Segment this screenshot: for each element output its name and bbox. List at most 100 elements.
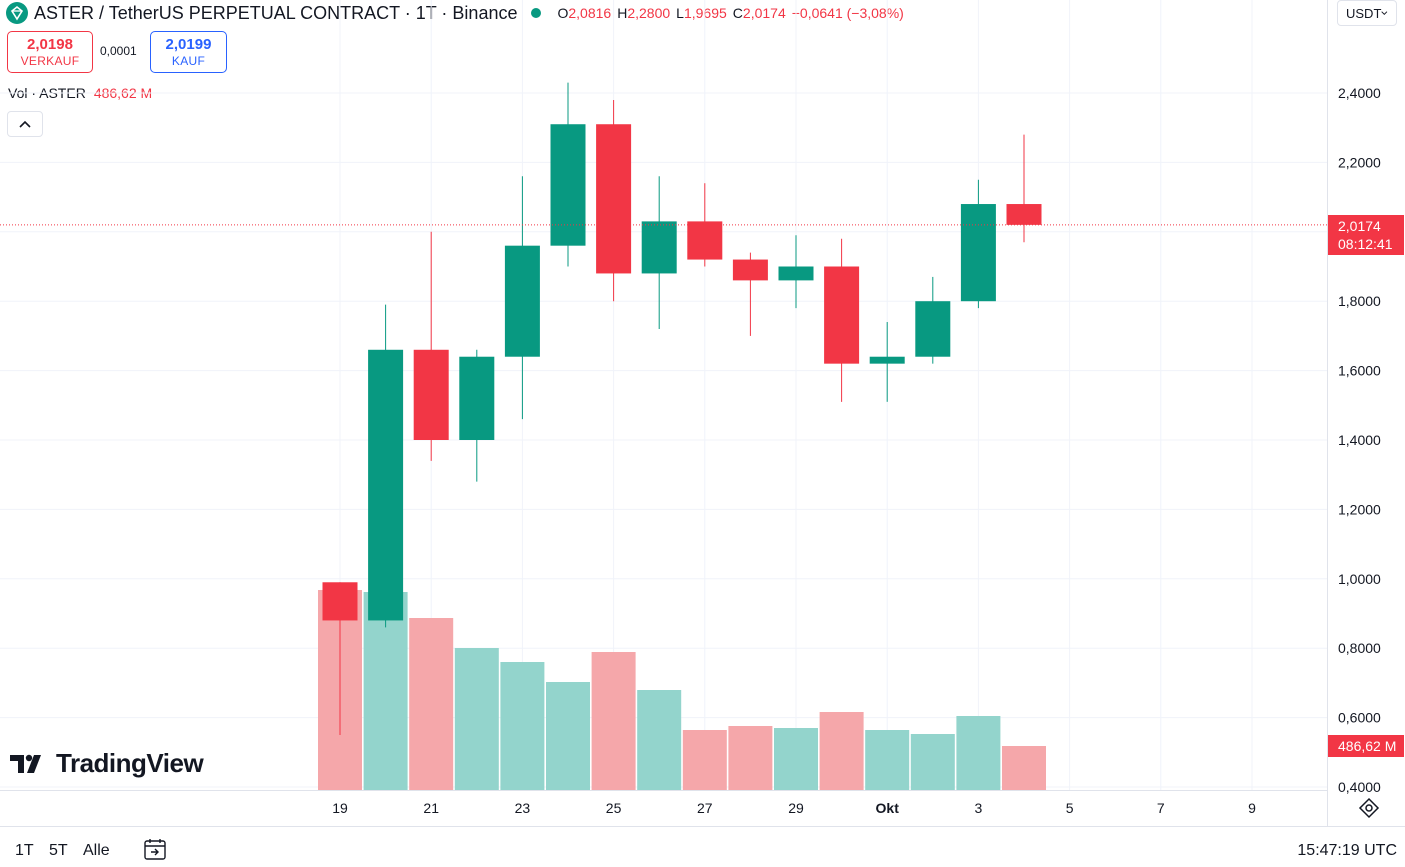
time-axis-labels: 19 21 23 25 27 29 Okt 3 5 7 9	[332, 800, 1256, 816]
time-axis-label: 3	[975, 800, 983, 816]
price-axis-label: 2,2000	[1338, 154, 1381, 170]
candle-body	[413, 349, 449, 440]
buy-button[interactable]: 2,0199 KAUF	[150, 31, 227, 73]
candle-body	[687, 221, 723, 260]
volume-bar	[819, 712, 864, 790]
symbol-title[interactable]: ASTER / TetherUS PERPETUAL CONTRACT · 1T…	[34, 2, 518, 23]
candle	[459, 349, 495, 482]
high-label: H	[617, 5, 628, 21]
volume-bar	[454, 648, 499, 790]
range-1d-button[interactable]: 1T	[15, 842, 34, 859]
candles	[322, 82, 1042, 735]
candle-body	[459, 356, 495, 440]
candle	[778, 235, 814, 309]
buy-price: 2,0199	[165, 36, 212, 53]
candle-body	[915, 301, 951, 357]
volume-bar	[500, 662, 545, 790]
candle-body	[824, 266, 860, 364]
time-display[interactable]: 15:47:19 UTC	[1297, 842, 1397, 859]
candle-body	[641, 221, 677, 274]
price-axis-label: 0,4000	[1338, 779, 1381, 795]
buy-label: KAUF	[171, 54, 206, 68]
collapse-legend-button[interactable]	[7, 111, 43, 137]
candle	[413, 231, 449, 461]
candle	[596, 99, 632, 302]
open-value: 2,0816	[568, 5, 612, 21]
candle	[824, 238, 860, 402]
candle	[869, 322, 905, 402]
aster-logo-icon	[6, 2, 28, 24]
currency-select[interactable]: USDT	[1337, 0, 1397, 26]
candle	[641, 176, 677, 329]
currency-value: USDT	[1346, 5, 1382, 21]
low-label: L	[676, 5, 684, 21]
price-axis-label: 0,6000	[1338, 710, 1381, 726]
chevron-down-icon	[1381, 11, 1388, 15]
sell-button[interactable]: 2,0198 VERKAUF	[7, 31, 93, 73]
candle-body	[869, 356, 905, 364]
price-axis-label: 1,2000	[1338, 501, 1381, 517]
range-5d-button[interactable]: 5T	[49, 842, 68, 859]
bottom-toolbar	[0, 826, 1405, 867]
calendar-icon[interactable]	[143, 837, 167, 861]
last-price-value: 2,0174	[1338, 217, 1381, 234]
time-axis-label: 27	[697, 800, 713, 816]
volume-bar	[591, 652, 636, 790]
candle-body	[1006, 204, 1042, 225]
price-axis-border	[1327, 0, 1328, 826]
time-axis-label: 21	[423, 800, 439, 816]
sell-label: VERKAUF	[20, 54, 80, 68]
open-label: O	[557, 5, 569, 21]
ohlc-values: O 2,0816 H 2,2800 L 1,9695 C 2,0174 −0,0641 …	[531, 5, 904, 21]
volume-bar	[774, 728, 818, 790]
spread-value: 0,0001	[100, 44, 137, 58]
candle	[550, 82, 586, 267]
time-axis-label: 19	[332, 800, 348, 816]
candle	[687, 183, 723, 267]
candle-body	[960, 204, 996, 302]
candle	[368, 304, 404, 628]
volume-price-tag: 486,62 M	[1328, 735, 1404, 757]
volume-bar	[546, 682, 590, 790]
candle-body	[596, 124, 632, 274]
chart-header: ASTER / TetherUS PERPETUAL CONTRACT · 1T…	[6, 2, 904, 24]
last-price-tag: 2,0174 08:12:41	[1328, 214, 1404, 255]
range-all-button[interactable]: Alle	[83, 842, 110, 859]
candle-body	[778, 266, 814, 281]
volume-bars	[318, 590, 1046, 790]
price-axis-label: 2,4000	[1338, 85, 1381, 101]
settings-icon[interactable]	[1358, 797, 1380, 819]
time-axis-border	[0, 790, 1327, 791]
time-axis-label: Okt	[876, 800, 900, 816]
tradingview-logo[interactable]: TradingView	[10, 748, 204, 779]
low-value: 1,9695	[683, 5, 727, 21]
candle	[322, 582, 358, 735]
volume-bar	[956, 716, 1001, 790]
time-axis-label: 9	[1248, 800, 1256, 816]
price-axis-labels: 2,4000 2,2000 1,8000 1,6000 1,4000 1,2000 1,00…	[1338, 85, 1381, 795]
time-axis-label: 23	[515, 800, 531, 816]
sell-price: 2,0198	[27, 36, 73, 53]
candlestick-chart[interactable]: 2,4000 2,2000 1,8000 1,6000 1,4000 1,2000 1,00…	[0, 0, 1405, 826]
chart-grid	[0, 0, 1327, 790]
price-axis-label: 1,0000	[1338, 571, 1381, 587]
candle-body	[504, 245, 540, 357]
candle-body	[322, 582, 358, 621]
price-axis-label: 1,4000	[1338, 432, 1381, 448]
tradingview-logo-icon	[10, 754, 41, 773]
volume-bar	[409, 618, 454, 790]
change-value: −0,0641 (−3,08%)	[791, 5, 904, 21]
countdown-value: 08:12:41	[1338, 235, 1393, 252]
time-axis-label: 5	[1066, 800, 1074, 816]
volume-bar	[728, 726, 773, 790]
close-label: C	[732, 5, 743, 21]
candle	[960, 179, 996, 309]
volume-bar	[910, 734, 955, 790]
candle-body	[732, 259, 768, 281]
close-value: 2,0174	[742, 5, 786, 21]
time-axis-label: 29	[788, 800, 804, 816]
volume-bar	[1002, 746, 1046, 790]
volume-bar	[637, 690, 682, 790]
candle-body	[368, 349, 404, 621]
chevron-up-icon	[19, 120, 31, 128]
